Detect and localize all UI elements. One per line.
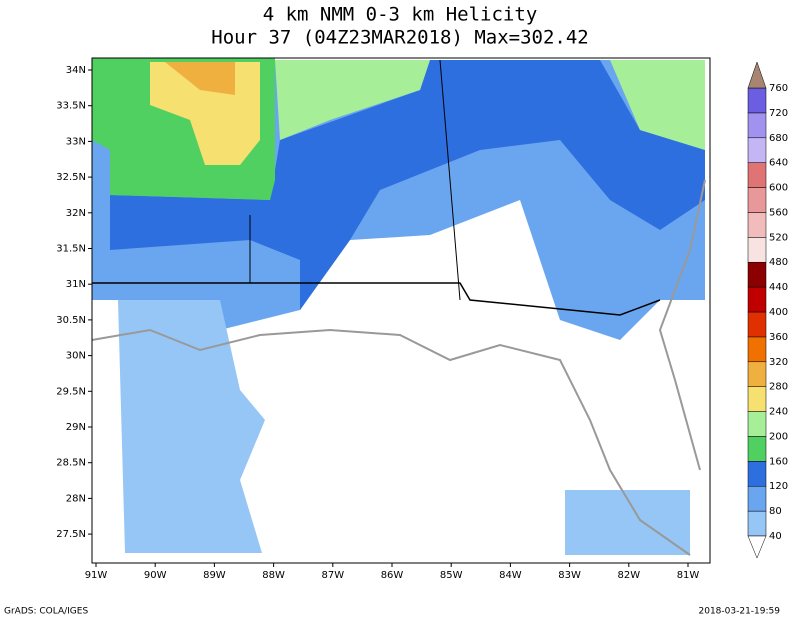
colorbar-label: 400 bbox=[769, 307, 788, 318]
lat-label: 27.5N bbox=[56, 529, 86, 540]
colorbar-label: 320 bbox=[769, 357, 788, 368]
field-gulf bbox=[118, 300, 265, 553]
field-florida bbox=[565, 490, 690, 555]
map-frame bbox=[91, 57, 711, 564]
colorbar-segment bbox=[747, 187, 767, 213]
colorbar-label: 200 bbox=[769, 431, 788, 442]
lat-label: 28N bbox=[66, 493, 86, 504]
colorbar-label: 480 bbox=[769, 257, 788, 268]
colorbar-label: 520 bbox=[769, 232, 788, 243]
colorbar-segment bbox=[747, 286, 767, 313]
field-light-green-east bbox=[610, 60, 705, 150]
colorbar-label: 160 bbox=[769, 456, 788, 467]
colorbar-label: 680 bbox=[769, 133, 788, 144]
lon-label: 86W bbox=[381, 570, 404, 581]
lat-label: 31N bbox=[66, 279, 86, 290]
colorbar-segment bbox=[747, 112, 767, 139]
lat-label: 34N bbox=[66, 65, 86, 76]
colorbar-label: 640 bbox=[769, 158, 788, 169]
colorbar-label: 280 bbox=[769, 382, 788, 393]
colorbar-segment bbox=[747, 411, 767, 437]
lat-label: 31.5N bbox=[56, 244, 86, 255]
lat-label: 29N bbox=[66, 422, 86, 433]
colorbar-below bbox=[747, 535, 767, 559]
colorbar-segment bbox=[747, 237, 767, 263]
colorbar-segment bbox=[747, 461, 767, 487]
map bbox=[91, 57, 711, 564]
field-orange bbox=[165, 62, 235, 95]
lon-label: 89W bbox=[203, 570, 226, 581]
colorbar-segment bbox=[747, 212, 767, 238]
lon-label: 81W bbox=[677, 570, 700, 581]
colorbar-label: 40 bbox=[769, 531, 782, 542]
subtitle: Hour 37 (04Z23MAR2018) Max=302.42 bbox=[211, 27, 589, 49]
field-dark-blue bbox=[110, 60, 705, 310]
colorbar-segment bbox=[747, 311, 767, 338]
colorbar-segment bbox=[747, 436, 767, 462]
lat-label: 33.5N bbox=[56, 101, 86, 112]
field-light-green bbox=[275, 60, 430, 140]
coastline bbox=[91, 179, 706, 556]
lon-label: 83W bbox=[558, 570, 581, 581]
lon-label: 88W bbox=[262, 570, 285, 581]
lat-label: 30N bbox=[66, 351, 86, 362]
colorbar-segment bbox=[747, 261, 767, 288]
lat-label: 28.5N bbox=[56, 458, 86, 469]
colorbar-label: 120 bbox=[769, 481, 788, 492]
colorbar-segment bbox=[747, 162, 767, 188]
title: 4 km NMM 0-3 km Helicity bbox=[263, 4, 538, 26]
footer-left: GrADS: COLA/IGES bbox=[4, 607, 88, 617]
colorbar-segment bbox=[747, 137, 767, 163]
state-border bbox=[92, 282, 661, 316]
lat-label: 32.5N bbox=[56, 172, 86, 183]
colorbar-above bbox=[747, 61, 767, 89]
lon-label: 82W bbox=[617, 570, 640, 581]
colorbar-segment bbox=[747, 87, 767, 114]
lon-label: 84W bbox=[499, 570, 522, 581]
colorbar-segment bbox=[747, 485, 767, 512]
colorbar-segment bbox=[747, 336, 767, 363]
lat-label: 30.5N bbox=[56, 315, 86, 326]
colorbar-label: 440 bbox=[769, 282, 788, 293]
colorbar-segment bbox=[747, 510, 767, 537]
lon-label: 87W bbox=[321, 570, 344, 581]
colorbar-label: 240 bbox=[769, 407, 788, 418]
lat-label: 32N bbox=[66, 208, 86, 219]
colorbar-label: 560 bbox=[769, 207, 788, 218]
lon-label: 85W bbox=[440, 570, 463, 581]
colorbar-label: 360 bbox=[769, 332, 788, 343]
footer-right: 2018-03-21-19:59 bbox=[699, 607, 781, 617]
lat-label: 33N bbox=[66, 136, 86, 147]
state-border bbox=[249, 59, 461, 301]
colorbar-label: 720 bbox=[769, 108, 788, 119]
lon-label: 91W bbox=[85, 570, 108, 581]
lon-label: 90W bbox=[144, 570, 167, 581]
colorbar-segment bbox=[747, 386, 767, 412]
colorbar-label: 760 bbox=[769, 83, 788, 94]
colorbar-label: 80 bbox=[769, 506, 782, 517]
colorbar-segment bbox=[747, 361, 767, 387]
lat-label: 29.5N bbox=[56, 386, 86, 397]
colorbar-label: 600 bbox=[769, 183, 788, 194]
